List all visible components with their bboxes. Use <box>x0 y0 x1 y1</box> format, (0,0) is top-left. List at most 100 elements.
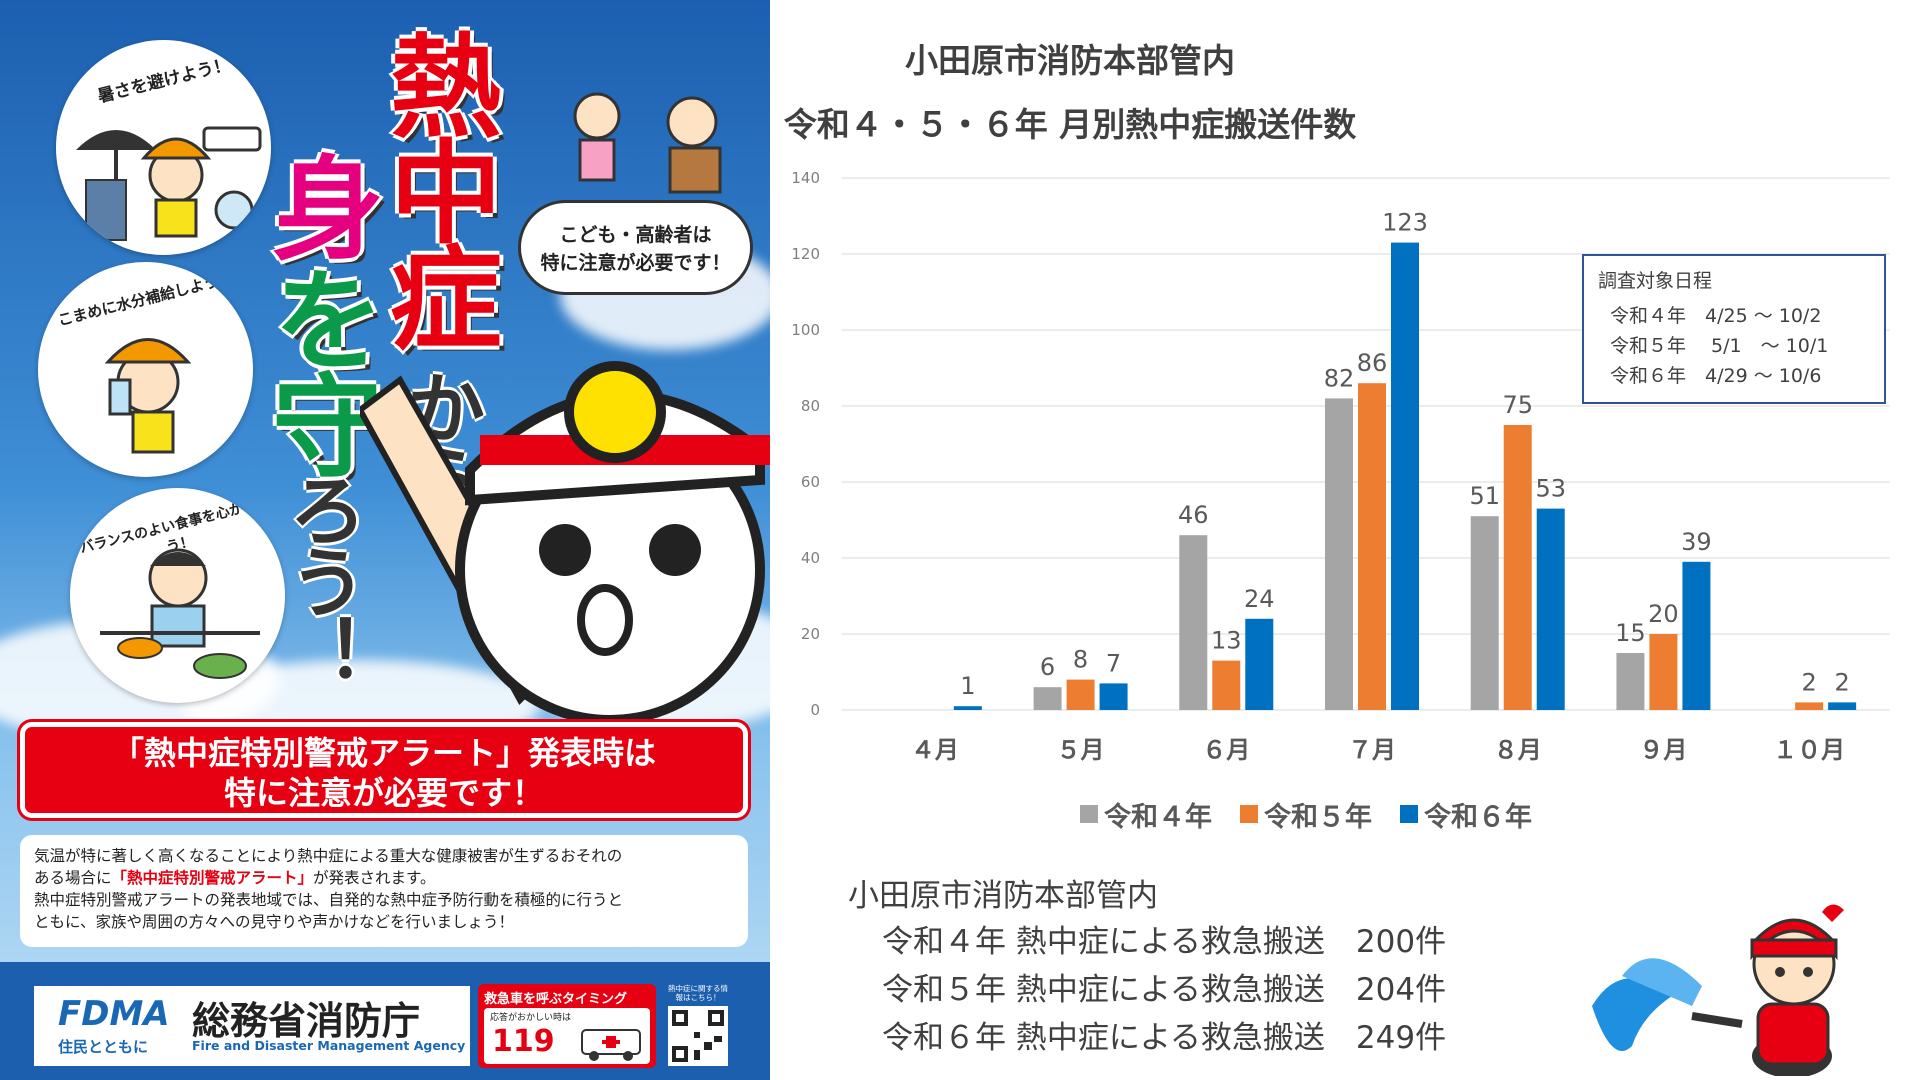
survey-period-box: 調査対象日程 令和４年 4/25 〜 10/2 令和５年 5/1 〜 10/1 … <box>1582 254 1886 404</box>
legend-swatch <box>1080 805 1098 823</box>
data-label: 2 <box>1835 668 1850 696</box>
water-drink-icon <box>104 338 192 454</box>
data-label: 123 <box>1382 209 1428 237</box>
data-label: 7 <box>1106 649 1121 677</box>
survey-title: 調査対象日程 <box>1598 270 1713 292</box>
agency-name-ja: 総務省消防庁 <box>192 999 421 1043</box>
bar <box>1358 383 1386 710</box>
description-line: ともに、家族や周囲の方々への見守りや声かけなどを行いましょう！ <box>34 913 515 931</box>
data-label: 20 <box>1648 600 1679 628</box>
legend-label: 令和６年 <box>1424 801 1532 833</box>
data-label: 15 <box>1615 619 1646 647</box>
alert-description: 気温が特に著しく高くなることにより熱中症による重大な健康被害が生ずるおそれの あ… <box>20 835 748 947</box>
heatstroke-poster: 暑さを避けよう！ こまめに水分補給しよう！ バランスのよい食事を心がけよう！ <box>0 0 770 1080</box>
y-tick-label: 100 <box>791 321 820 339</box>
hydration-illustration: こまめに水分補給しよう！ <box>38 262 253 477</box>
summary-row: 令和６年 熱中症による救急搬送 249件 <box>882 1020 1447 1056</box>
chart-bars <box>953 242 1857 710</box>
speech-line: 特に注意が必要です！ <box>540 252 731 274</box>
bar <box>1391 242 1419 710</box>
timing-title: 救急車を呼ぶタイミング <box>484 992 628 1007</box>
x-tick-label: ４月 <box>911 736 959 764</box>
qr-caption: 熱中症に関する情報はこちら！ <box>668 984 728 1002</box>
description-line: ある場合に「熱中症特別警戒アラート」が発表されます。 <box>34 867 734 889</box>
bar <box>1325 398 1353 710</box>
legend-swatch <box>1240 805 1258 823</box>
alert-line: 特に注意が必要です！ <box>223 774 544 812</box>
poster-footer: FDMA 住民とともに 総務省消防庁 Fire and Disaster Man… <box>0 962 770 1080</box>
bar <box>1245 618 1274 710</box>
avoid-heat-illustration: 暑さを避けよう！ <box>56 40 271 255</box>
data-label: 39 <box>1681 528 1712 556</box>
data-label: 6 <box>1040 653 1055 681</box>
bar <box>953 706 982 710</box>
firefighter-mascot-illustration <box>1592 904 1844 1076</box>
firefighter-boy-illustration <box>360 361 770 720</box>
y-tick-label: 20 <box>801 625 820 643</box>
fdma-banner: FDMA 住民とともに 総務省消防庁 Fire and Disaster Man… <box>34 986 470 1066</box>
data-label: 24 <box>1244 585 1275 613</box>
x-tick-label: ６月 <box>1202 736 1250 764</box>
poster-title-heatstroke: 熱中症 <box>371 28 501 346</box>
alert-line: 「熱中症特別警戒アラート」発表時は <box>111 734 656 772</box>
data-label: 46 <box>1178 501 1209 529</box>
bar <box>1649 634 1678 710</box>
x-tick-label: ５月 <box>1057 736 1105 764</box>
meal-icon <box>100 548 260 679</box>
legend-item: 令和６年 <box>1400 796 1532 833</box>
poster-title-protect: を守 <box>253 262 383 474</box>
y-tick-label: 140 <box>791 169 820 187</box>
bar <box>1470 516 1499 710</box>
alert-banner: 「熱中症特別警戒アラート」発表時は 特に注意が必要です！ <box>20 722 748 818</box>
chart-subtitle: 令和４・５・６年 月別熱中症搬送件数 <box>783 105 1357 144</box>
poster-title-body: 身 <box>253 150 383 256</box>
legend-label: 令和４年 <box>1104 801 1212 833</box>
ambulance-icon <box>581 1029 641 1061</box>
x-tick-label: ７月 <box>1348 736 1396 764</box>
description-text: ある場合に <box>34 869 112 887</box>
y-tick-label: 0 <box>810 701 820 719</box>
agency-name-en: Fire and Disaster Management Agency <box>192 1038 466 1053</box>
description-line: 熱中症特別警戒アラートの発表地域では、自発的な熱中症予防行動を積極的に行うと <box>34 891 624 909</box>
x-tick-label: ８月 <box>1494 736 1542 764</box>
bar <box>1179 535 1208 710</box>
y-tick-label: 40 <box>801 549 820 567</box>
heat-avoid-icon <box>76 126 262 241</box>
bar <box>1828 702 1857 710</box>
bar <box>1099 683 1128 710</box>
bar <box>1795 702 1824 710</box>
speech-bubble: こども・高齢者は 特に注意が必要です！ <box>518 200 753 295</box>
description-highlight: 「熱中症特別警戒アラート」 <box>111 869 314 887</box>
fdma-logo: FDMA <box>58 994 170 1034</box>
bar <box>1033 687 1062 710</box>
transport-summary: 小田原市消防本部管内 令和４年 熱中症による救急搬送 200件 令和５年 熱中症… <box>848 874 1446 1062</box>
child-elderly-illustration <box>573 92 722 194</box>
poster-title-lets: ろう！ <box>276 470 366 686</box>
legend-item: 令和４年 <box>1080 796 1212 833</box>
qr-code-icon[interactable] <box>668 1006 728 1066</box>
data-label: 51 <box>1469 482 1500 510</box>
ambulance-timing-box: 救急車を呼ぶタイミング 応答がおかしい時は 119 <box>478 984 656 1068</box>
x-tick-label: ９月 <box>1639 736 1687 764</box>
bar <box>1536 508 1565 710</box>
survey-row: 令和６年 4/29 〜 10/6 <box>1610 365 1822 387</box>
fdma-tagline: 住民とともに <box>58 1038 149 1056</box>
summary-row: 令和４年 熱中症による救急搬送 200件 <box>882 924 1447 960</box>
y-tick-label: 60 <box>801 473 820 491</box>
timing-subtitle: 応答がおかしい時は <box>490 1013 572 1023</box>
timing-inner: 応答がおかしい時は 119 <box>484 1008 650 1064</box>
emergency-number: 119 <box>492 1024 555 1059</box>
bar <box>1503 425 1532 710</box>
legend-item: 令和５年 <box>1240 796 1372 833</box>
bar <box>1212 660 1241 710</box>
balanced-meal-illustration: バランスのよい食事を心がけよう！ <box>70 488 285 703</box>
survey-row: 令和４年 4/25 〜 10/2 <box>1610 305 1822 327</box>
data-label: 53 <box>1535 475 1566 503</box>
data-label: 82 <box>1324 364 1355 392</box>
legend-label: 令和５年 <box>1264 801 1372 833</box>
data-label: 8 <box>1073 646 1088 674</box>
data-label: 86 <box>1357 349 1388 377</box>
x-tick-label: １０月 <box>1773 736 1845 764</box>
